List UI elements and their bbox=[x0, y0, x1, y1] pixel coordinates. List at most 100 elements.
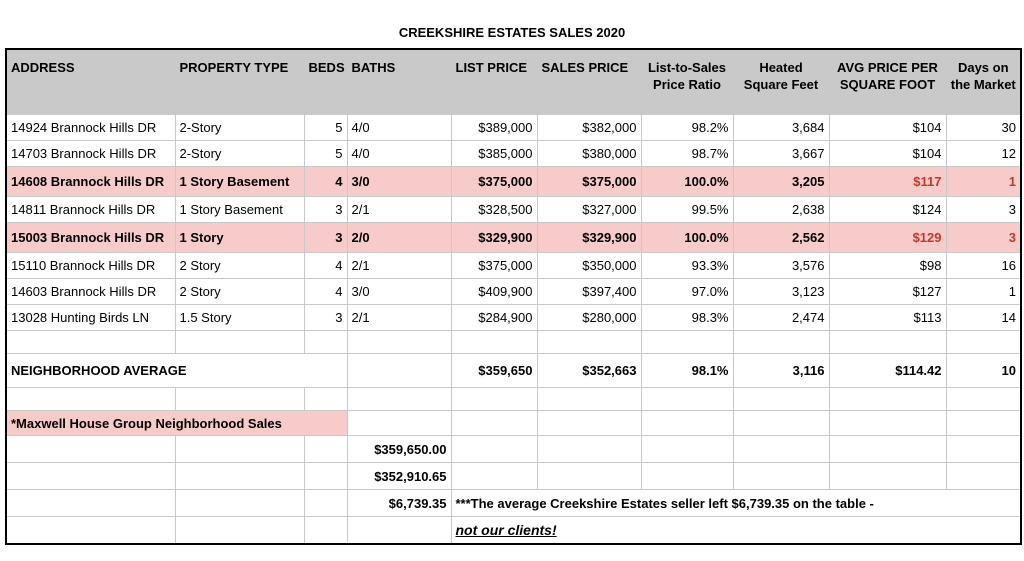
cell-address: 14924 Brannock Hills DR bbox=[5, 114, 176, 141]
cell-beds: 5 bbox=[303, 114, 348, 141]
cell-dom: 14 bbox=[945, 304, 1022, 331]
cell-sqft: 2,474 bbox=[732, 304, 830, 331]
average-row: NEIGHBORHOOD AVERAGE $359,650 $352,663 9… bbox=[5, 353, 1022, 388]
cell-ratio: 93.3% bbox=[640, 252, 734, 279]
cell-ratio: 98.3% bbox=[640, 304, 734, 331]
cell-baths: 2/1 bbox=[346, 252, 452, 279]
calc-row: $359,650.00 bbox=[5, 435, 1022, 463]
difference-row: $6,739.35 ***The average Creekshire Esta… bbox=[5, 489, 1022, 517]
table-row: 14811 Brannock Hills DR 1 Story Basement… bbox=[5, 196, 1022, 223]
cell-sqft: 3,205 bbox=[732, 166, 830, 197]
cell-address: 14811 Brannock Hills DR bbox=[5, 196, 176, 223]
footer-row: not our clients! bbox=[5, 516, 1022, 545]
cell-ppsf: $127 bbox=[828, 278, 947, 305]
cell-sales-price: $350,000 bbox=[536, 252, 642, 279]
calc-list-average: $359,650.00 bbox=[346, 435, 452, 463]
cell-beds: 5 bbox=[303, 140, 348, 167]
cell-ratio: 99.5% bbox=[640, 196, 734, 223]
cell-sqft: 2,562 bbox=[732, 222, 830, 253]
table-row: 14924 Brannock Hills DR 2-Story 5 4/0 $3… bbox=[5, 114, 1022, 141]
average-ppsf: $114.42 bbox=[828, 353, 947, 388]
average-sqft: 3,116 bbox=[732, 353, 830, 388]
header-property-type: PROPERTY TYPE bbox=[174, 48, 305, 115]
average-ratio: 98.1% bbox=[640, 353, 734, 388]
table-row: 15110 Brannock Hills DR 2 Story 4 2/1 $3… bbox=[5, 252, 1022, 279]
cell-type: 2-Story bbox=[174, 114, 305, 141]
cell-beds: 3 bbox=[303, 222, 348, 253]
cell-list-price: $328,500 bbox=[450, 196, 538, 223]
cell-baths: 2/1 bbox=[346, 196, 452, 223]
cell-dom: 16 bbox=[945, 252, 1022, 279]
cell-ppsf: $113 bbox=[828, 304, 947, 331]
cell-list-price: $409,900 bbox=[450, 278, 538, 305]
cell-list-price: $375,000 bbox=[450, 166, 538, 197]
average-dom: 10 bbox=[945, 353, 1022, 388]
cell-dom: 12 bbox=[945, 140, 1022, 167]
header-dom: Days on the Market bbox=[945, 48, 1022, 115]
cell-sqft: 3,576 bbox=[732, 252, 830, 279]
header-address: ADDRESS bbox=[5, 48, 176, 115]
cell-type: 1 Story Basement bbox=[174, 166, 305, 197]
average-label: NEIGHBORHOOD AVERAGE bbox=[5, 353, 348, 388]
cell-address: 14603 Brannock Hills DR bbox=[5, 278, 176, 305]
cell-baths: 3/0 bbox=[346, 278, 452, 305]
sales-table: ADDRESS PROPERTY TYPE BEDS BATHS LIST PR… bbox=[5, 48, 1022, 545]
cell-ratio: 100.0% bbox=[640, 222, 734, 253]
table-row: 14703 Brannock Hills DR 2-Story 5 4/0 $3… bbox=[5, 140, 1022, 167]
average-list-price: $359,650 bbox=[450, 353, 538, 388]
highlighted-row: 14608 Brannock Hills DR 1 Story Basement… bbox=[5, 166, 1022, 197]
cell-beds: 3 bbox=[303, 304, 348, 331]
summary-message: ***The average Creekshire Estates seller… bbox=[450, 489, 1022, 517]
summary-tagline: not our clients! bbox=[455, 522, 557, 538]
cell-ppsf: $117 bbox=[828, 166, 947, 197]
note-row: *Maxwell House Group Neighborhood Sales bbox=[5, 410, 1022, 436]
calc-sale-average: $352,910.65 bbox=[346, 462, 452, 490]
header-list-price: LIST PRICE bbox=[450, 48, 538, 115]
cell-baths: 4/0 bbox=[346, 140, 452, 167]
cell-address: 15110 Brannock Hills DR bbox=[5, 252, 176, 279]
cell-type: 1 Story bbox=[174, 222, 305, 253]
header-baths: BATHS bbox=[346, 48, 452, 115]
cell-address: 14608 Brannock Hills DR bbox=[5, 166, 176, 197]
table-row: 13028 Hunting Birds LN 1.5 Story 3 2/1 $… bbox=[5, 304, 1022, 331]
cell-baths: 3/0 bbox=[346, 166, 452, 197]
cell-type: 2 Story bbox=[174, 278, 305, 305]
cell-ppsf: $98 bbox=[828, 252, 947, 279]
header-row: ADDRESS PROPERTY TYPE BEDS BATHS LIST PR… bbox=[5, 48, 1022, 115]
cell-ppsf: $104 bbox=[828, 114, 947, 141]
cell-sales-price: $280,000 bbox=[536, 304, 642, 331]
cell-sales-price: $329,900 bbox=[536, 222, 642, 253]
blank-row bbox=[5, 387, 1022, 411]
cell-baths: 2/1 bbox=[346, 304, 452, 331]
cell-type: 1 Story Basement bbox=[174, 196, 305, 223]
cell-sales-price: $380,000 bbox=[536, 140, 642, 167]
cell-dom: 1 bbox=[945, 166, 1022, 197]
cell-list-price: $389,000 bbox=[450, 114, 538, 141]
cell-list-price: $329,900 bbox=[450, 222, 538, 253]
cell-address: 14703 Brannock Hills DR bbox=[5, 140, 176, 167]
cell-sales-price: $382,000 bbox=[536, 114, 642, 141]
cell-beds: 3 bbox=[303, 196, 348, 223]
cell-ratio: 100.0% bbox=[640, 166, 734, 197]
cell-dom: 1 bbox=[945, 278, 1022, 305]
cell-ppsf: $104 bbox=[828, 140, 947, 167]
header-beds: BEDS bbox=[303, 48, 348, 115]
blank-row bbox=[5, 330, 1022, 354]
cell-sqft: 3,684 bbox=[732, 114, 830, 141]
cell-ppsf: $129 bbox=[828, 222, 947, 253]
header-ppsf: AVG PRICE PER SQUARE FOOT bbox=[828, 48, 947, 115]
cell-dom: 3 bbox=[945, 222, 1022, 253]
header-sqft: Heated Square Feet bbox=[732, 48, 830, 115]
cell-baths: 2/0 bbox=[346, 222, 452, 253]
cell-type: 1.5 Story bbox=[174, 304, 305, 331]
cell-sales-price: $375,000 bbox=[536, 166, 642, 197]
cell-beds: 4 bbox=[303, 166, 348, 197]
header-ratio: List-to-Sales Price Ratio bbox=[640, 48, 734, 115]
cell-sqft: 3,123 bbox=[732, 278, 830, 305]
cell-sales-price: $327,000 bbox=[536, 196, 642, 223]
cell-address: 15003 Brannock Hills DR bbox=[5, 222, 176, 253]
cell-sqft: 2,638 bbox=[732, 196, 830, 223]
sheet-title: CREEKSHIRE ESTATES SALES 2020 bbox=[398, 25, 626, 40]
calc-row: $352,910.65 bbox=[5, 462, 1022, 490]
table-row: 14603 Brannock Hills DR 2 Story 4 3/0 $4… bbox=[5, 278, 1022, 305]
